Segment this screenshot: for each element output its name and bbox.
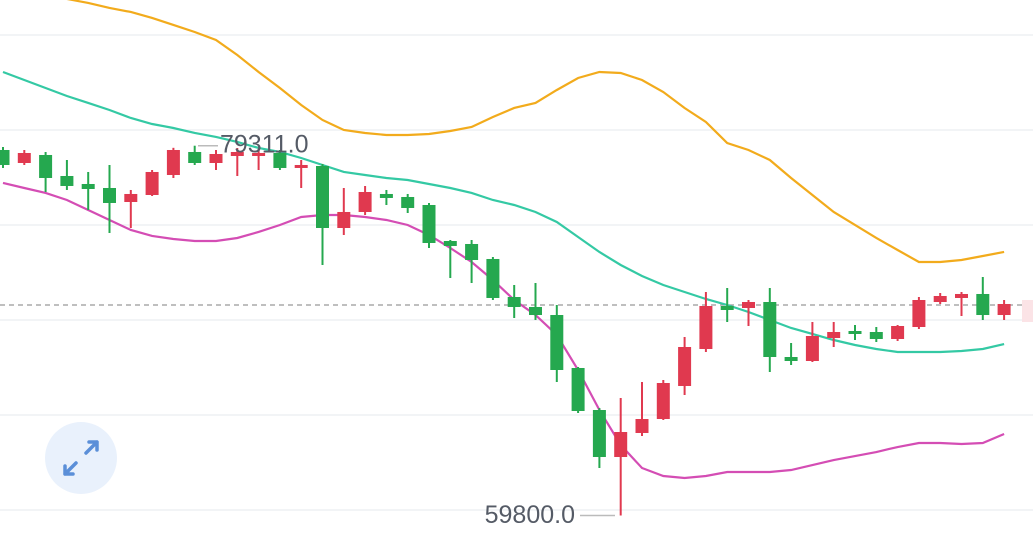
- candle-body: [635, 419, 649, 433]
- candle-body: [188, 151, 202, 163]
- candle-body: [316, 165, 329, 229]
- candle-body: [401, 196, 415, 208]
- candle-body: [997, 303, 1011, 316]
- candle-body: [273, 152, 287, 168]
- candle-body: [81, 183, 95, 189]
- band-line: [66, 0, 1005, 264]
- candle-body: [805, 336, 819, 361]
- annotation-label: 59800.0: [485, 501, 575, 529]
- candle-body: [869, 332, 883, 339]
- candle-body: [507, 297, 521, 307]
- band-line: [2, 181, 1005, 480]
- candle-body: [955, 293, 968, 298]
- candle-body: [294, 164, 308, 168]
- candle-body: [678, 346, 692, 386]
- candle-body: [784, 356, 798, 361]
- expand-button-bg[interactable]: [45, 422, 117, 494]
- candle-body: [976, 293, 990, 316]
- candle-body: [443, 241, 457, 246]
- candle-body: [486, 258, 500, 298]
- candle-body: [571, 367, 585, 411]
- candle-body: [145, 171, 159, 195]
- candle-body: [166, 149, 180, 175]
- candle-body: [656, 383, 670, 420]
- price-tag: [1022, 300, 1033, 322]
- candle-body: [39, 154, 53, 178]
- candle-body: [379, 193, 393, 198]
- candle-body: [848, 330, 862, 334]
- candle-body: [17, 152, 31, 163]
- candle-body: [124, 193, 138, 202]
- band-line: [2, 70, 1005, 354]
- grid: [0, 34, 1033, 511]
- candle-body: [230, 151, 244, 156]
- candle-body: [103, 187, 116, 203]
- candle-body: [465, 243, 479, 260]
- candle-body: [742, 302, 755, 308]
- candle-body: [252, 152, 266, 156]
- candle-body: [529, 306, 542, 316]
- candle-body: [592, 410, 606, 458]
- candle-body: [209, 153, 223, 163]
- candle-body: [699, 306, 713, 350]
- candle-body: [720, 306, 734, 311]
- candle-body: [550, 315, 564, 371]
- candle-body: [763, 302, 777, 357]
- candle-body: [912, 299, 926, 328]
- expand-button[interactable]: [45, 422, 117, 494]
- candle-body: [358, 191, 372, 212]
- expand-icon[interactable]: [63, 440, 99, 476]
- candle-body: [422, 204, 436, 243]
- candle-body: [60, 175, 74, 186]
- candle-body: [933, 295, 947, 303]
- candle-body: [827, 332, 841, 338]
- candle-body: [614, 432, 628, 458]
- candle-body: [891, 325, 905, 339]
- plot-area: 79311.0 59800.0: [0, 0, 1022, 529]
- candle-body: [0, 149, 10, 165]
- candle-body: [337, 211, 351, 229]
- annotation-label: 79311.0: [220, 130, 309, 158]
